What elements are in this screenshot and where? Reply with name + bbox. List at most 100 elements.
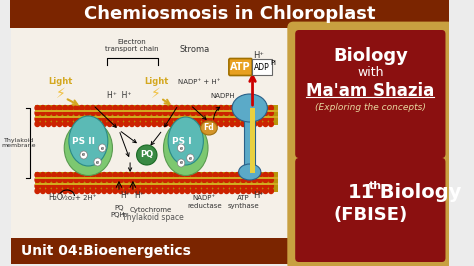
- Circle shape: [180, 106, 184, 110]
- Circle shape: [252, 184, 257, 189]
- Circle shape: [191, 122, 195, 127]
- Bar: [36, 172, 279, 192]
- Circle shape: [124, 177, 129, 182]
- Circle shape: [219, 184, 223, 189]
- Circle shape: [241, 106, 246, 110]
- Circle shape: [96, 117, 101, 122]
- Circle shape: [102, 184, 107, 189]
- Circle shape: [157, 110, 162, 115]
- Circle shape: [241, 184, 246, 189]
- Circle shape: [196, 110, 201, 115]
- Circle shape: [118, 110, 123, 115]
- Circle shape: [219, 177, 223, 182]
- Circle shape: [74, 106, 79, 110]
- Circle shape: [208, 177, 212, 182]
- Circle shape: [118, 184, 123, 189]
- Circle shape: [63, 177, 67, 182]
- FancyBboxPatch shape: [289, 23, 452, 266]
- Circle shape: [224, 189, 229, 193]
- Circle shape: [202, 184, 207, 189]
- Circle shape: [63, 122, 67, 127]
- Text: e: e: [96, 160, 99, 164]
- Text: NADPH: NADPH: [210, 93, 235, 99]
- Circle shape: [80, 151, 87, 159]
- Circle shape: [113, 184, 118, 189]
- Circle shape: [157, 172, 162, 177]
- Circle shape: [163, 110, 168, 115]
- Circle shape: [85, 189, 90, 193]
- Circle shape: [80, 122, 84, 127]
- Circle shape: [246, 189, 251, 193]
- Circle shape: [107, 106, 112, 110]
- Circle shape: [196, 117, 201, 122]
- Circle shape: [219, 106, 223, 110]
- Circle shape: [230, 117, 235, 122]
- Circle shape: [169, 106, 173, 110]
- Circle shape: [91, 122, 95, 127]
- Circle shape: [141, 184, 146, 189]
- Circle shape: [241, 189, 246, 193]
- Bar: [36, 110, 279, 111]
- Circle shape: [180, 110, 184, 115]
- Circle shape: [208, 122, 212, 127]
- Ellipse shape: [168, 117, 203, 165]
- Circle shape: [219, 172, 223, 177]
- Circle shape: [135, 189, 140, 193]
- Circle shape: [169, 122, 173, 127]
- Circle shape: [141, 110, 146, 115]
- Circle shape: [174, 177, 179, 182]
- Circle shape: [129, 122, 134, 127]
- Circle shape: [258, 189, 262, 193]
- Circle shape: [35, 110, 40, 115]
- Text: H⁺: H⁺: [253, 190, 264, 200]
- Circle shape: [146, 117, 151, 122]
- Bar: [36, 105, 279, 125]
- Circle shape: [169, 189, 173, 193]
- Circle shape: [135, 172, 140, 177]
- Circle shape: [91, 117, 95, 122]
- Circle shape: [52, 189, 56, 193]
- Circle shape: [135, 106, 140, 110]
- Circle shape: [157, 117, 162, 122]
- Circle shape: [91, 106, 95, 110]
- Circle shape: [107, 122, 112, 127]
- Circle shape: [46, 106, 51, 110]
- Circle shape: [35, 122, 40, 127]
- Circle shape: [118, 189, 123, 193]
- Circle shape: [185, 177, 190, 182]
- Circle shape: [80, 172, 84, 177]
- Circle shape: [174, 189, 179, 193]
- Circle shape: [96, 184, 101, 189]
- Text: PS II: PS II: [72, 136, 95, 146]
- Circle shape: [208, 117, 212, 122]
- Text: e: e: [180, 160, 182, 165]
- Circle shape: [236, 184, 240, 189]
- Circle shape: [219, 189, 223, 193]
- Circle shape: [57, 184, 62, 189]
- Text: H⁺  H⁺: H⁺ H⁺: [107, 92, 131, 101]
- Bar: [244, 115, 255, 165]
- Circle shape: [269, 189, 273, 193]
- Circle shape: [152, 117, 156, 122]
- Circle shape: [124, 110, 129, 115]
- Ellipse shape: [164, 120, 208, 176]
- Circle shape: [96, 106, 101, 110]
- Circle shape: [246, 184, 251, 189]
- Text: ⚡: ⚡: [55, 87, 65, 101]
- Circle shape: [152, 189, 156, 193]
- Text: 11: 11: [348, 184, 375, 202]
- Circle shape: [102, 172, 107, 177]
- Text: e: e: [180, 146, 182, 151]
- Circle shape: [269, 172, 273, 177]
- Circle shape: [177, 144, 185, 152]
- Circle shape: [258, 184, 262, 189]
- Circle shape: [57, 106, 62, 110]
- Text: H⁺: H⁺: [120, 190, 130, 200]
- Text: H⁺: H⁺: [135, 190, 144, 200]
- Circle shape: [202, 122, 207, 127]
- Circle shape: [246, 106, 251, 110]
- Circle shape: [41, 189, 45, 193]
- Text: NADP⁺ + H⁺: NADP⁺ + H⁺: [178, 79, 221, 85]
- Circle shape: [124, 189, 129, 193]
- Circle shape: [208, 184, 212, 189]
